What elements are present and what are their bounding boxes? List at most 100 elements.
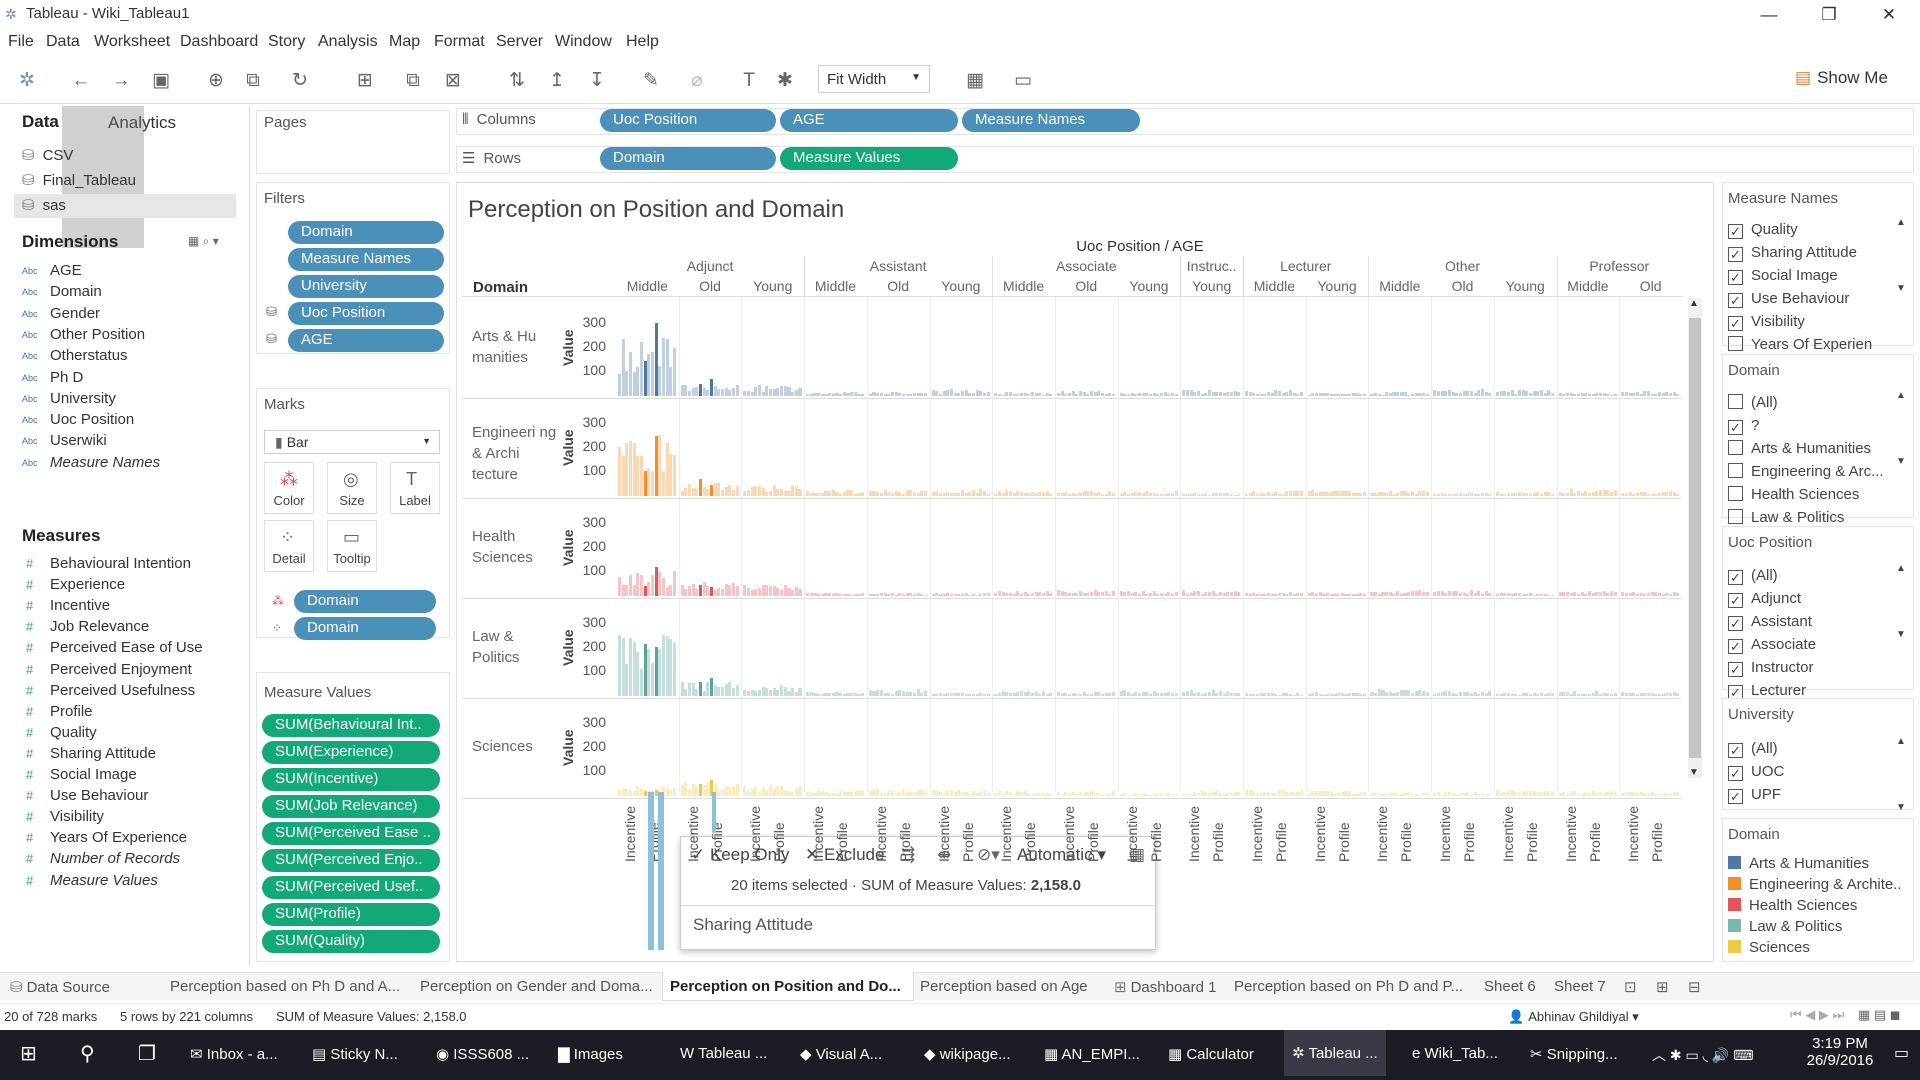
chart-bar[interactable] [1676, 494, 1680, 496]
chart-bar[interactable] [1407, 492, 1411, 496]
dimension-field[interactable]: Userwiki [50, 432, 107, 450]
chart-bar[interactable] [1340, 593, 1344, 596]
new-worksheet-icon[interactable]: ⊞ [357, 70, 373, 91]
chart-bar[interactable] [820, 790, 824, 796]
chart-bar[interactable] [1064, 792, 1068, 796]
chart-bar[interactable] [835, 692, 839, 696]
chart-bar[interactable] [632, 791, 636, 796]
chart-bar[interactable] [1086, 592, 1090, 596]
taskbar-item[interactable]: ✲ Tableau ... [1284, 1030, 1386, 1076]
chart-bar[interactable] [618, 790, 622, 796]
clear-icon[interactable]: ⊠ [445, 70, 461, 91]
chart-bar[interactable] [772, 586, 776, 596]
chart-bar[interactable] [1222, 693, 1226, 696]
chart-bar[interactable] [1587, 693, 1591, 696]
chart-bar[interactable] [1362, 694, 1366, 696]
chart-bar[interactable] [820, 693, 824, 696]
chart-bar[interactable] [835, 793, 839, 796]
chart-bar[interactable] [1462, 691, 1466, 696]
chart-bar[interactable] [769, 388, 773, 396]
notifications-icon[interactable]: ▭ [1894, 1045, 1910, 1062]
chart-bar[interactable] [1609, 694, 1614, 696]
chart-bar[interactable] [625, 788, 629, 796]
chart-bar[interactable] [1480, 389, 1484, 396]
chart-bar[interactable] [909, 792, 913, 796]
chart-bar[interactable] [1351, 392, 1355, 396]
chart-bar[interactable] [1134, 692, 1138, 696]
chart-bar[interactable] [1126, 493, 1131, 496]
chart-bar[interactable] [1440, 691, 1444, 696]
chart-bar[interactable] [1278, 493, 1282, 496]
tableau-icon[interactable]: ✲ [19, 70, 35, 91]
chart-bar[interactable] [1392, 793, 1396, 796]
chart-bar[interactable] [1322, 594, 1326, 596]
chart-bar[interactable] [1392, 392, 1396, 396]
pages-shelf[interactable] [256, 110, 450, 174]
chart-bar[interactable] [1281, 393, 1285, 396]
chart-bar[interactable] [1193, 392, 1197, 396]
chart-bar[interactable] [1156, 493, 1160, 496]
chart-bar[interactable] [1458, 691, 1462, 696]
chart-bar[interactable] [1602, 793, 1606, 796]
chart-bar[interactable] [923, 392, 927, 396]
chart-bar[interactable] [1200, 790, 1204, 796]
chart-bar[interactable] [975, 594, 979, 596]
chart-bar[interactable] [1462, 593, 1466, 596]
chart-bar[interactable] [1657, 391, 1662, 396]
chart-bar[interactable] [1606, 791, 1610, 796]
chart-bar[interactable] [1145, 691, 1149, 696]
chart-bar[interactable] [1562, 394, 1566, 396]
chart-bar[interactable] [724, 786, 728, 796]
chart-bar[interactable] [1108, 392, 1112, 396]
chart-bar[interactable] [916, 493, 920, 496]
chart-bar[interactable] [872, 789, 876, 796]
chart-bar[interactable] [1547, 594, 1551, 596]
chart-bar[interactable] [691, 488, 695, 496]
chart-bar[interactable] [1447, 494, 1451, 496]
chart-bar[interactable] [1322, 392, 1326, 396]
chart-bar[interactable] [1340, 692, 1344, 696]
chart-bar[interactable] [1326, 693, 1330, 696]
chart-bar[interactable] [1333, 394, 1337, 396]
measure-field[interactable]: Profile [50, 702, 93, 720]
chart-bar[interactable] [1547, 693, 1551, 696]
chart-bar[interactable] [1621, 492, 1625, 496]
data-source-final[interactable]: ⛁ Final_Tableau [22, 172, 136, 189]
chart-bar[interactable] [1034, 692, 1038, 696]
chart-bar[interactable] [883, 490, 887, 496]
checkbox-icon[interactable]: ✓ [1728, 224, 1743, 239]
chart-bar[interactable] [1082, 692, 1086, 696]
chart-bar[interactable] [839, 394, 843, 396]
chart-bar[interactable] [1163, 494, 1167, 496]
chart-bar[interactable] [1532, 594, 1536, 596]
chart-bar[interactable] [953, 593, 957, 596]
chart-bar[interactable] [1056, 792, 1060, 796]
chart-bar[interactable] [1488, 593, 1492, 596]
chart-bar[interactable] [1359, 592, 1363, 596]
chart-bar[interactable] [1473, 692, 1477, 696]
chart-bar[interactable] [1337, 393, 1341, 396]
chart-bar[interactable] [783, 386, 787, 396]
chart-bar[interactable] [702, 690, 706, 696]
chart-bar[interactable] [669, 454, 673, 496]
chart-bar[interactable] [1064, 492, 1068, 496]
chart-bar[interactable] [931, 593, 935, 596]
menu-window[interactable]: Window [555, 33, 612, 50]
chart-bar[interactable] [710, 779, 714, 796]
chart-bar[interactable] [1193, 792, 1197, 796]
chart-bar[interactable] [1034, 393, 1038, 396]
chart-bar[interactable] [1521, 693, 1525, 696]
chart-bar[interactable] [1075, 694, 1079, 696]
chart-bar[interactable] [809, 592, 813, 596]
chart-bar[interactable] [647, 354, 651, 396]
chart-bar[interactable] [632, 442, 636, 496]
chart-bar[interactable] [831, 490, 835, 496]
chart-bar[interactable] [1569, 392, 1573, 396]
chart-bar[interactable] [1186, 494, 1190, 496]
chart-bar[interactable] [890, 391, 894, 396]
chart-bar[interactable] [1237, 391, 1241, 396]
chart-bar[interactable] [1333, 593, 1337, 596]
chart-bar[interactable] [1005, 592, 1009, 596]
chart-bar[interactable] [1259, 594, 1263, 596]
view-mode-icons[interactable]: ▦ ▤ ◼ [1858, 1007, 1901, 1022]
